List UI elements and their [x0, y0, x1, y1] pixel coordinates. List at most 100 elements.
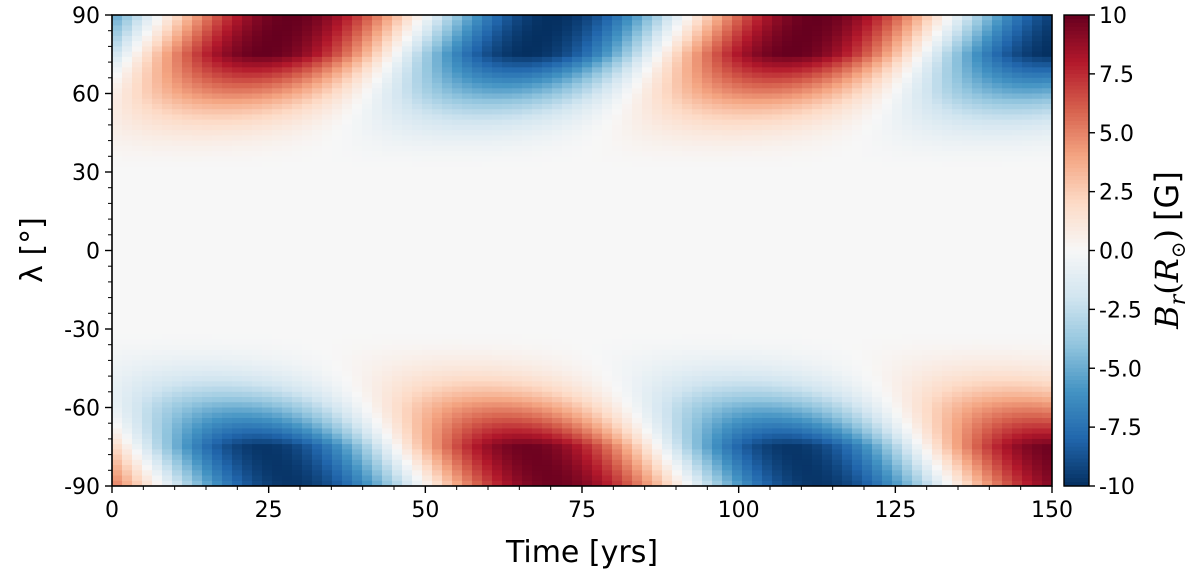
heatmap-cell	[112, 166, 123, 173]
heatmap-cell	[322, 276, 333, 283]
heatmap-cell	[552, 182, 563, 189]
heatmap-cell	[282, 203, 293, 210]
heatmap-cell	[162, 145, 173, 152]
heatmap-cell	[542, 98, 553, 105]
heatmap-cell	[392, 459, 403, 466]
heatmap-cell	[162, 297, 173, 304]
heatmap-cell	[382, 25, 393, 32]
heatmap-cell	[362, 465, 373, 471]
heatmap-cell	[462, 402, 473, 409]
heatmap-cell	[622, 255, 633, 262]
heatmap-cell	[482, 423, 493, 430]
heatmap-cell	[152, 438, 163, 445]
heatmap-cell	[302, 119, 313, 126]
heatmap-cell	[472, 245, 483, 252]
heatmap-cell	[182, 51, 193, 58]
heatmap-cell	[162, 67, 173, 74]
heatmap-cell	[422, 109, 433, 116]
heatmap-cell	[112, 83, 123, 89]
heatmap-cell	[292, 192, 303, 199]
heatmap-cell	[532, 465, 543, 471]
heatmap-cell	[522, 56, 533, 63]
heatmap-cell	[132, 145, 143, 152]
heatmap-cell	[182, 276, 193, 283]
heatmap-cell	[302, 77, 313, 84]
heatmap-cell	[552, 140, 563, 147]
heatmap-cell	[562, 423, 573, 430]
heatmap-cell	[322, 438, 333, 445]
heatmap-cell	[202, 459, 213, 466]
heatmap-cell	[362, 135, 373, 142]
heatmap-cell	[492, 130, 503, 136]
heatmap-cell	[642, 480, 653, 486]
heatmap-cell	[432, 30, 443, 37]
heatmap-cell	[422, 255, 433, 262]
heatmap-cell	[132, 266, 143, 273]
heatmap-cell	[512, 360, 523, 367]
heatmap-cell	[182, 135, 193, 142]
heatmap-cell	[162, 83, 173, 89]
heatmap-cell	[112, 391, 123, 398]
heatmap-cell	[342, 198, 353, 204]
heatmap-cell	[472, 20, 483, 27]
heatmap-cell	[612, 250, 623, 257]
heatmap-cell	[242, 56, 253, 63]
heatmap-cell	[202, 302, 213, 309]
heatmap-cell	[172, 329, 183, 335]
heatmap-cell	[442, 423, 453, 430]
heatmap-cell	[472, 454, 483, 461]
heatmap-cell	[332, 465, 343, 471]
heatmap-cell	[142, 224, 153, 231]
heatmap-cell	[412, 161, 423, 168]
heatmap-cell	[642, 208, 653, 215]
heatmap-cell	[452, 417, 463, 424]
heatmap-cell	[652, 250, 663, 257]
heatmap-cell	[512, 407, 523, 414]
heatmap-cell	[522, 266, 533, 273]
heatmap-cell	[112, 438, 123, 445]
heatmap-cell	[592, 255, 603, 262]
heatmap-cell	[372, 234, 383, 241]
heatmap-cell	[352, 412, 363, 419]
heatmap-cell	[162, 329, 173, 335]
heatmap-cell	[142, 250, 153, 257]
heatmap-cell	[282, 318, 293, 325]
heatmap-cell	[432, 397, 443, 403]
heatmap-cell	[442, 412, 453, 419]
heatmap-cell	[462, 172, 473, 178]
heatmap-cell	[502, 475, 513, 482]
heatmap-cell	[282, 98, 293, 105]
heatmap-cell	[472, 177, 483, 184]
heatmap-cell	[152, 349, 163, 356]
heatmap-cell	[382, 433, 393, 440]
heatmap-cell	[362, 245, 373, 252]
heatmap-cell	[642, 213, 653, 220]
heatmap-cell	[632, 35, 643, 42]
heatmap-cell	[652, 355, 663, 361]
heatmap-cell	[282, 135, 293, 142]
heatmap-cell	[552, 20, 563, 27]
heatmap-cell	[362, 72, 373, 79]
heatmap-cell	[312, 161, 323, 168]
heatmap-cell	[292, 187, 303, 194]
heatmap-cell	[262, 266, 273, 273]
heatmap-cell	[442, 397, 453, 403]
heatmap-cell	[262, 334, 273, 341]
heatmap-cell	[432, 114, 443, 121]
heatmap-cell	[272, 130, 283, 136]
heatmap-cell	[622, 459, 633, 466]
heatmap-cell	[582, 172, 593, 178]
heatmap-cell	[412, 77, 423, 84]
heatmap-cell	[262, 156, 273, 163]
heatmap-cell	[252, 30, 263, 37]
heatmap-cell	[262, 98, 273, 105]
heatmap-cell	[652, 465, 663, 471]
heatmap-cell	[312, 255, 323, 262]
heatmap-cell	[182, 339, 193, 346]
heatmap-cell	[152, 124, 163, 131]
heatmap-cell	[592, 56, 603, 63]
heatmap-cell	[272, 124, 283, 131]
heatmap-cell	[132, 124, 143, 131]
heatmap-cell	[382, 454, 393, 461]
heatmap-cell	[332, 444, 343, 450]
